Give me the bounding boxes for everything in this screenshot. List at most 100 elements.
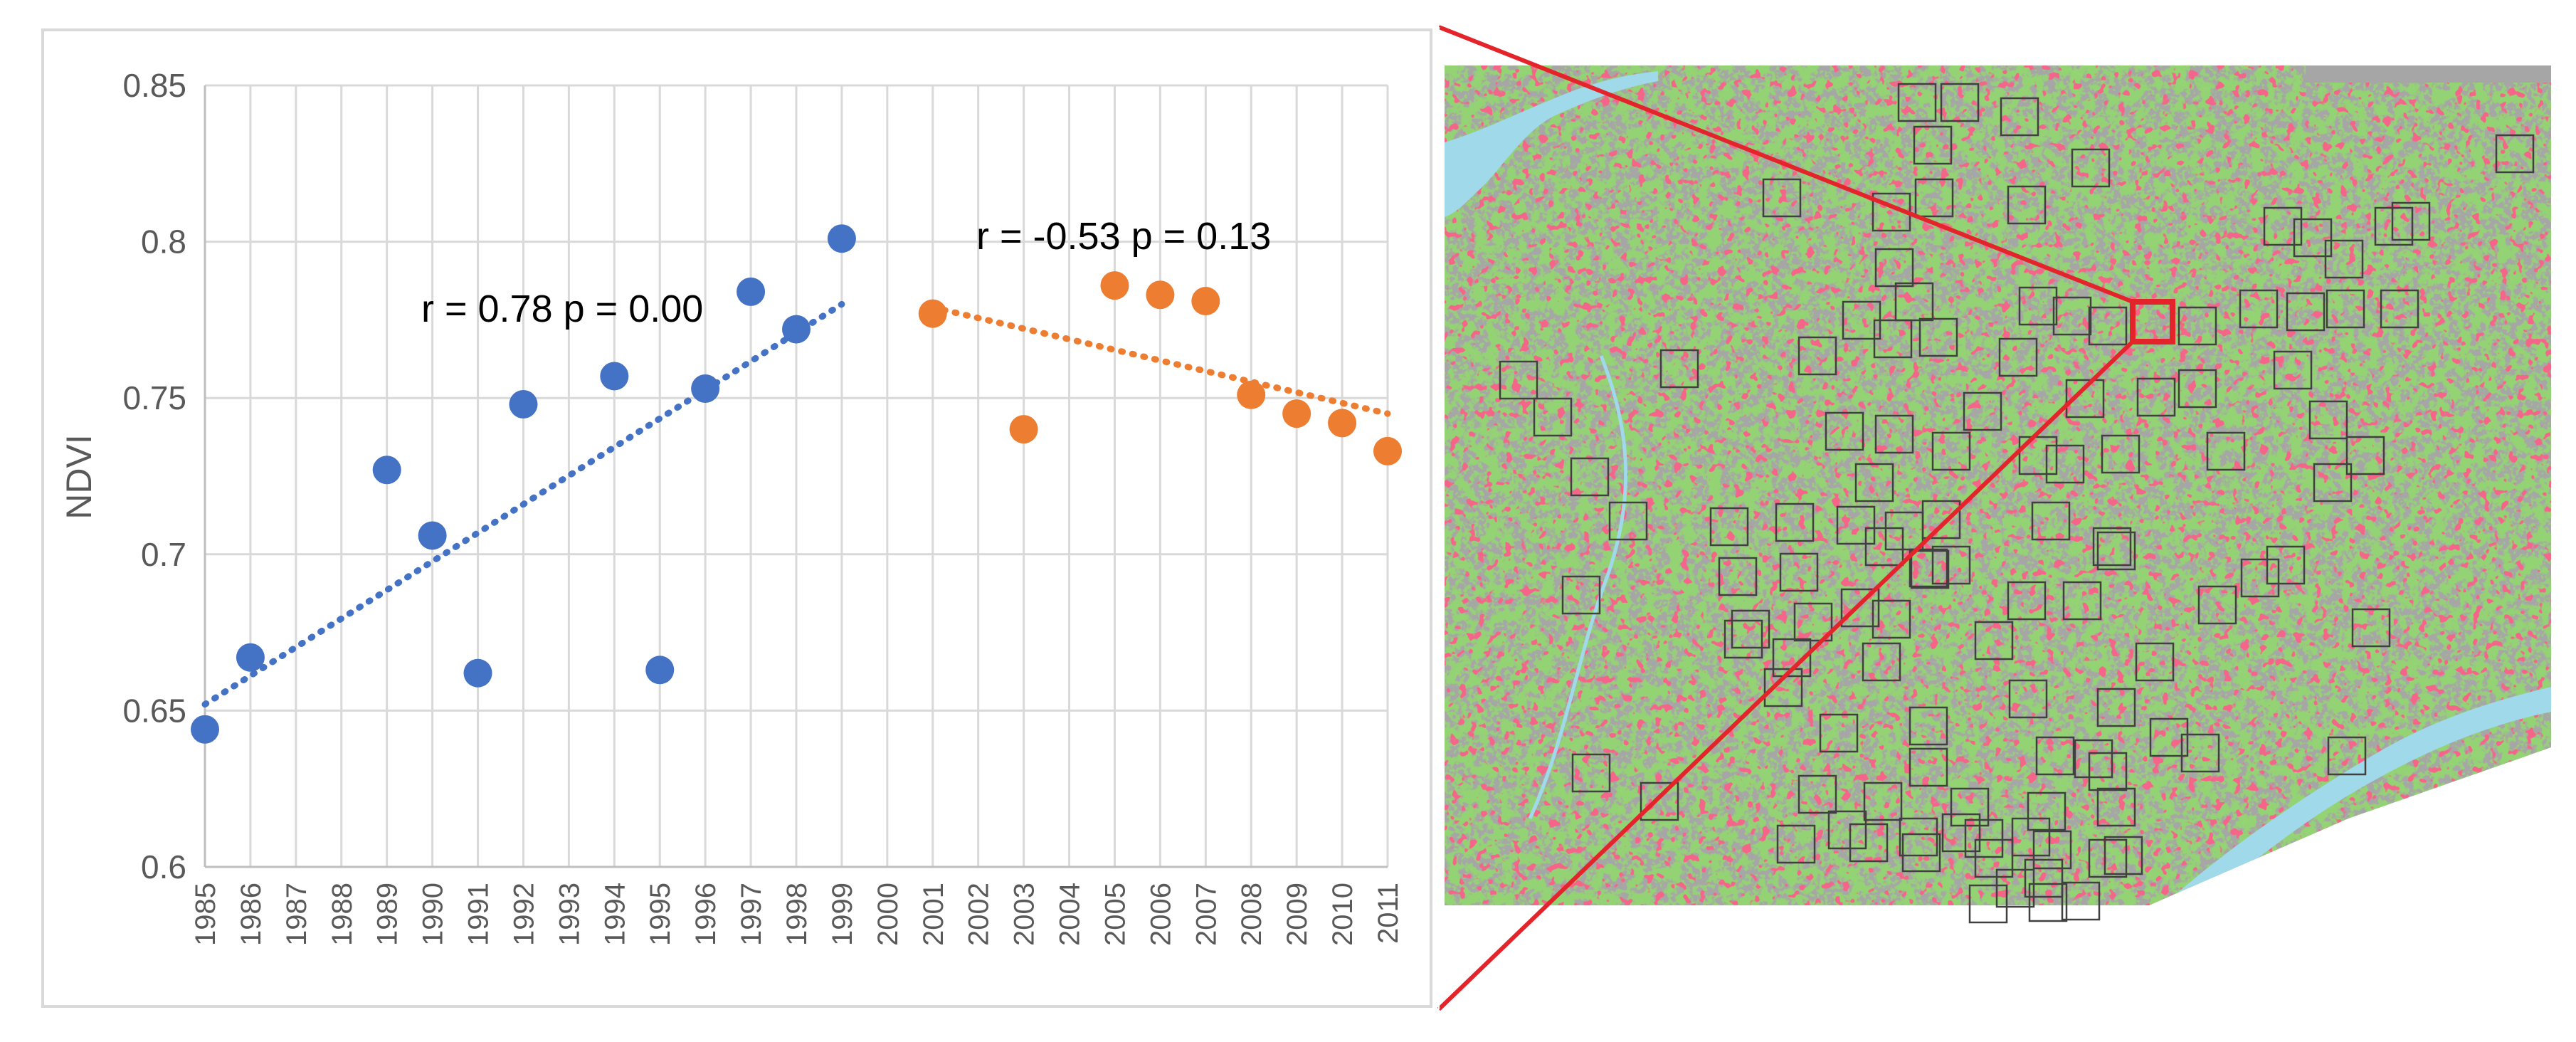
sample-site-box — [2380, 289, 2419, 329]
sample-site-box — [1894, 282, 1934, 322]
sample-site-box — [1873, 319, 1913, 359]
sample-site-box — [2263, 206, 2303, 246]
data-point-series-2 — [1100, 271, 1129, 300]
y-tick-labels: 0.6 0.65 0.7 0.75 0.8 0.85 — [122, 67, 186, 885]
data-point-series-1 — [463, 658, 492, 688]
sample-site-box — [2324, 239, 2364, 279]
x-tick-label: 2010 — [1327, 883, 1358, 946]
sample-site-box — [1862, 642, 1901, 682]
sample-site-box — [2266, 545, 2306, 585]
trend-line-1 — [201, 300, 845, 708]
sample-site-box — [1608, 501, 1648, 541]
data-point-series-1 — [645, 656, 675, 685]
sample-site-box — [2178, 369, 2217, 409]
y-tick-label: 0.75 — [122, 379, 186, 416]
sample-site-box — [2286, 292, 2326, 332]
sample-site-box — [1897, 83, 1937, 122]
x-tick-label: 2006 — [1145, 883, 1176, 946]
x-tick-label: 1996 — [690, 883, 722, 946]
sample-site-box — [2351, 608, 2391, 648]
sample-site-box — [1941, 813, 1981, 853]
sample-site-box — [2000, 97, 2039, 137]
river-west — [1528, 355, 1628, 820]
trend-line-2 — [929, 304, 1391, 417]
sample-site-box — [1840, 588, 1880, 628]
sample-site-box — [2071, 148, 2111, 188]
sample-site-box — [1724, 619, 1763, 659]
sample-site-box — [2035, 736, 2075, 776]
y-tick-label: 0.7 — [141, 536, 186, 573]
x-tick-label: 1991 — [463, 883, 495, 946]
y-axis-title: NDVI — [59, 434, 99, 519]
sample-site-box — [1872, 599, 1911, 639]
sample-site-box — [2032, 830, 2072, 870]
no-data-area — [2306, 65, 2551, 83]
sample-site-box — [1910, 549, 1950, 589]
sample-site-box — [1776, 824, 1816, 864]
river-south — [2163, 687, 2551, 905]
x-tick-label: 2009 — [1282, 883, 1313, 946]
sample-site-box — [1499, 360, 1538, 400]
data-point-series-2 — [1282, 399, 1311, 428]
sample-site-box — [1931, 545, 1971, 585]
zoom-leader-lines — [1437, 25, 2135, 1011]
sample-site-box — [2101, 434, 2140, 474]
sample-site-box — [1731, 609, 1770, 649]
sample-site-box — [2088, 752, 2128, 791]
sample-site-box — [1819, 713, 1859, 753]
data-point-series-2 — [918, 299, 947, 328]
sample-site-box — [1762, 178, 1802, 218]
river-north — [1445, 71, 1658, 217]
sample-site-box — [1659, 349, 1699, 389]
sample-site-box — [2308, 400, 2348, 440]
sample-site-box — [1798, 774, 1837, 814]
sample-site-box — [2061, 881, 2101, 921]
sample-site-box — [2007, 581, 2047, 621]
x-tick-label: 2003 — [1009, 883, 1040, 946]
sample-site-box — [1964, 819, 2004, 858]
sample-site-box — [1825, 411, 1864, 451]
x-tick-label: 1994 — [599, 883, 630, 946]
x-tick-label: 1998 — [781, 883, 813, 946]
sample-site-box — [1940, 83, 1980, 122]
sample-site-box — [2103, 836, 2143, 875]
sample-site-box — [2293, 218, 2333, 258]
leader-line-top — [1437, 25, 2134, 304]
sample-site-box — [2180, 733, 2220, 773]
y-tick-label: 0.6 — [141, 848, 186, 885]
x-tick-label: 2000 — [872, 883, 904, 946]
correlation-annotation-1: r = 0.78 p = 0.00 — [421, 288, 703, 330]
sample-site-box — [2096, 531, 2136, 571]
sample-site-box — [2273, 350, 2313, 390]
x-tick-label: 1986 — [236, 883, 267, 946]
land-cover-map — [1437, 25, 2551, 1011]
sample-site-box — [1899, 817, 1938, 857]
data-points — [191, 224, 1402, 744]
sample-site-box — [2028, 883, 2068, 922]
sample-site-box — [2031, 501, 2071, 541]
sample-site-box — [2007, 185, 2047, 225]
sample-site-box — [2074, 739, 2113, 779]
sample-site-box — [1533, 397, 1573, 437]
sample-site-box — [1779, 552, 1819, 592]
data-point-series-1 — [827, 224, 856, 253]
sample-site-box — [2065, 379, 2105, 419]
sample-site-box — [2197, 585, 2237, 625]
data-point-series-1 — [236, 643, 265, 672]
sample-site-box — [2391, 201, 2431, 241]
leader-line-bottom — [1437, 340, 2135, 1011]
highlighted-site-box — [2130, 299, 2175, 344]
sample-site-box — [2092, 527, 2132, 567]
data-point-series-1 — [418, 521, 447, 550]
sample-site-box — [1921, 500, 1961, 540]
sample-site-box — [1640, 782, 1679, 821]
sample-site-box — [1571, 753, 1611, 793]
sample-site-box — [2011, 817, 2051, 857]
y-tick-label: 0.8 — [141, 223, 186, 260]
sample-site-box — [1901, 833, 1941, 873]
sample-site-box — [1968, 884, 2008, 924]
correlation-annotation-2: r = -0.53 p = 0.13 — [976, 215, 1271, 258]
sample-site-box — [1718, 557, 1758, 596]
data-point-series-1 — [691, 374, 720, 404]
